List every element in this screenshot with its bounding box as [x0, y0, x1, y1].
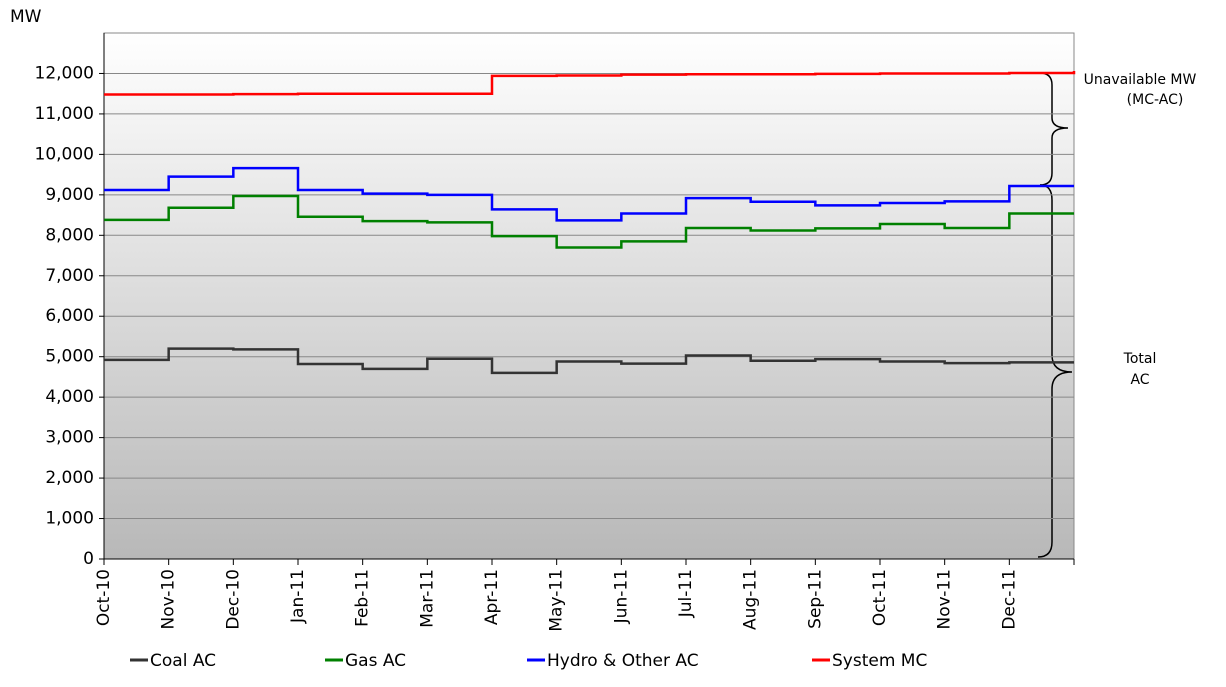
y-tick-label: 1,000	[45, 509, 94, 529]
y-tick-label: 9,000	[45, 185, 94, 205]
x-tick-label: Nov-11	[935, 569, 955, 630]
x-tick-label: Oct-10	[94, 569, 114, 626]
x-tick-label: Jan-11	[288, 569, 308, 624]
series-line	[104, 166, 1074, 222]
y-tick-label: 6,000	[45, 306, 94, 326]
y-tick-label: 4,000	[45, 387, 94, 407]
y-axis-label: MW	[10, 7, 42, 27]
annotation: Total	[1123, 351, 1157, 367]
legend-label: Gas AC	[345, 651, 406, 671]
legend-label: Coal AC	[150, 651, 216, 671]
brace	[1039, 72, 1069, 186]
y-tick-label: 0	[83, 549, 94, 569]
annotation: AC	[1130, 372, 1149, 388]
x-tick-label: Sep-11	[805, 569, 825, 629]
legend-label: System MC	[832, 651, 927, 671]
x-tick-label: Dec-11	[999, 569, 1019, 630]
annotation: Unavailable MW	[1084, 72, 1197, 88]
annotation: (MC-AC)	[1127, 92, 1184, 108]
x-tick-label: Jun-11	[611, 569, 631, 624]
plot-area	[103, 32, 1075, 560]
y-tick-label: 10,000	[35, 144, 94, 164]
y-tick-label: 5,000	[45, 347, 94, 367]
x-tick-label: Aug-11	[741, 569, 761, 630]
series-line	[104, 71, 1076, 96]
x-tick-label: Feb-11	[353, 569, 373, 627]
brace	[1037, 184, 1073, 558]
x-tick-label: Apr-11	[482, 569, 502, 625]
y-tick-label: 8,000	[45, 225, 94, 245]
y-tick-label: 2,000	[45, 468, 94, 488]
x-tick-label: Oct-11	[870, 569, 890, 626]
legend-label: Hydro & Other AC	[547, 651, 699, 671]
y-tick-label: 7,000	[45, 266, 94, 286]
series-line	[104, 194, 1074, 249]
series-line	[104, 347, 1074, 375]
x-tick-label: Jul-11	[676, 569, 696, 618]
x-tick-label: Mar-11	[417, 569, 437, 628]
x-tick-label: Nov-10	[159, 569, 179, 630]
y-tick-label: 11,000	[35, 104, 94, 124]
x-tick-label: Dec-10	[223, 569, 243, 630]
y-tick-label: 3,000	[45, 428, 94, 448]
x-tick-label: May-11	[547, 569, 567, 632]
y-tick-label: 12,000	[35, 63, 94, 83]
